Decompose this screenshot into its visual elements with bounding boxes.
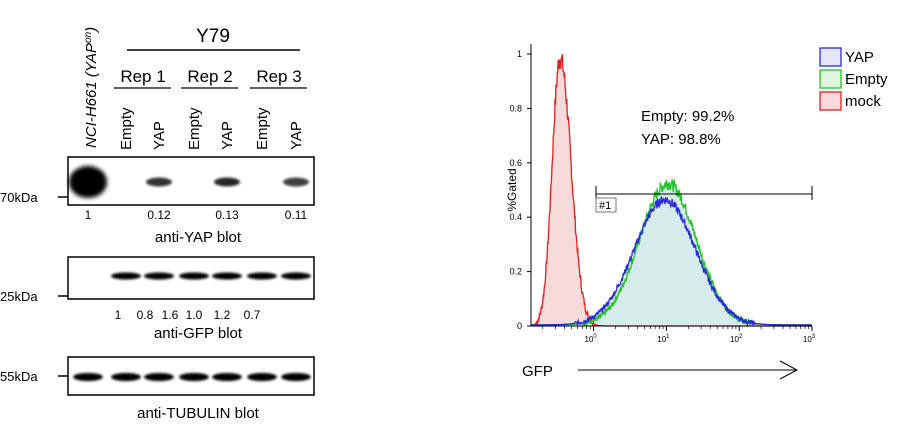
gfp-quant-value: 0.8 xyxy=(137,308,154,322)
gfp-band xyxy=(281,272,311,280)
gfp-quant-value: 1 xyxy=(115,308,122,322)
gfp-band xyxy=(247,272,277,280)
tubulin-band xyxy=(247,373,277,381)
yap-quant-value: 0.12 xyxy=(147,208,171,222)
gate-label-box xyxy=(595,197,617,213)
y-tick-label: 0 xyxy=(517,321,522,331)
y-tick-label: 0.8 xyxy=(509,103,522,113)
x-tick-label: 101 xyxy=(657,334,670,344)
tubulin-band xyxy=(73,373,103,381)
gfp-quant-value: 1.0 xyxy=(186,308,203,322)
legend-label: YAP xyxy=(845,49,874,66)
y-tick-label: 0.6 xyxy=(509,158,522,168)
legend-label: Empty xyxy=(845,71,888,88)
yap-band xyxy=(146,177,172,187)
yap-quant-value: 0.13 xyxy=(215,208,239,222)
legend-swatch xyxy=(819,47,842,67)
x-tick-label: 103 xyxy=(803,334,816,344)
gfp-blot-title: anti-GFP blot xyxy=(154,325,243,342)
tubulin-blot-title: anti-TUBULIN blot xyxy=(137,405,260,422)
lane-label: Empty xyxy=(118,107,135,150)
rep-label: Rep 3 xyxy=(256,67,301,86)
tubulin-band xyxy=(111,373,141,381)
annotation-yap: YAP: 98.8% xyxy=(641,131,721,148)
x-tick-label: 102 xyxy=(730,334,743,344)
annotation-empty: Empty: 99.2% xyxy=(641,108,734,125)
legend-label: mock xyxy=(845,93,881,110)
lane-label: Empty xyxy=(254,107,271,150)
rep-label: Rep 1 xyxy=(120,67,165,86)
tubulin-band xyxy=(212,373,242,381)
gfp-marker-label: 25kDa xyxy=(0,289,38,304)
gfp-band xyxy=(144,272,174,280)
control-lane-label: NCI-H661 (YAPon) xyxy=(83,27,100,148)
yap-band xyxy=(283,177,309,187)
tubulin-band xyxy=(144,373,174,381)
lane-label: Empty xyxy=(186,107,203,150)
x-tick-label: 100 xyxy=(584,334,597,344)
yap-marker-label: 70kDa xyxy=(0,190,38,205)
flow-y-label: %Gated xyxy=(505,168,519,211)
yap-histogram-line xyxy=(531,196,812,327)
gfp-band xyxy=(179,272,209,280)
yap-blot-title: anti-YAP blot xyxy=(155,229,242,246)
legend-swatch xyxy=(819,91,842,111)
gfp-quant-value: 0.7 xyxy=(244,308,261,322)
yap-band xyxy=(214,177,240,187)
gfp-arrow-head xyxy=(779,360,799,380)
gfp-band xyxy=(111,272,141,280)
rep-label: Rep 2 xyxy=(187,67,232,86)
y-tick-label: 0.2 xyxy=(509,267,522,277)
gfp-band xyxy=(212,272,242,280)
gfp-quant-value: 1.6 xyxy=(162,308,179,322)
tubulin-band xyxy=(179,373,209,381)
group-label-y79: Y79 xyxy=(196,26,230,47)
lane-label: YAP xyxy=(151,121,168,150)
lane-label: YAP xyxy=(219,121,236,150)
yap-band xyxy=(69,166,107,198)
yap-quant-value: 1 xyxy=(85,208,92,222)
tubulin-marker-label: 55kDa xyxy=(0,369,38,384)
gate-label: #1 xyxy=(599,200,611,212)
yap-blot-frame xyxy=(67,156,315,206)
legend-swatch xyxy=(819,69,842,89)
mock-histogram-fill xyxy=(531,54,812,326)
tubulin-band xyxy=(281,373,311,381)
empty-histogram-fill xyxy=(531,179,812,326)
flow-x-label: GFP xyxy=(522,363,553,380)
yap-quant-value: 0.11 xyxy=(285,208,308,222)
y-tick-label: 0.4 xyxy=(509,212,522,222)
gfp-quant-value: 1.2 xyxy=(214,308,231,322)
y-tick-label: 1 xyxy=(517,49,522,59)
lane-label: YAP xyxy=(288,121,305,150)
